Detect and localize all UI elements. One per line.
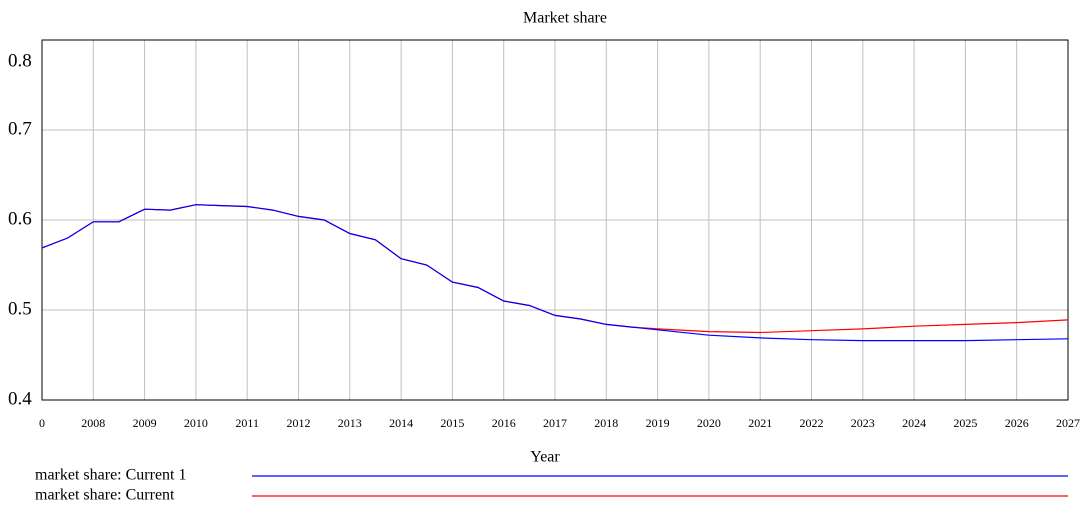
x-tick-label: 2011 — [235, 416, 259, 430]
x-axis-label: Year — [530, 449, 560, 466]
x-tick-label: 2023 — [851, 416, 875, 430]
series-line — [41, 204, 1069, 342]
y-tick-label: 0.5 — [8, 298, 32, 319]
y-tick-label: 0.4 — [8, 388, 32, 409]
x-tick-label: 2017 — [543, 416, 567, 430]
y-tick-label: 0.8 — [8, 50, 32, 71]
x-tick-label: 2016 — [492, 416, 516, 430]
x-tick-label: 2020 — [697, 416, 721, 430]
plot-frame — [41, 39, 1069, 401]
legend-label: market share: Current — [35, 487, 175, 504]
x-tick-label: 2026 — [1005, 416, 1029, 430]
x-tick-label: 2015 — [440, 416, 464, 430]
x-tick-label: 2010 — [184, 416, 208, 430]
x-tick-label: 2025 — [953, 416, 977, 430]
x-tick-label: 2012 — [287, 416, 311, 430]
x-tick-label: 0 — [39, 416, 45, 430]
x-tick-label: 2013 — [338, 416, 362, 430]
legend-label: market share: Current 1 — [35, 467, 187, 484]
x-tick-label: 2008 — [81, 416, 105, 430]
y-tick-label: 0.7 — [8, 118, 32, 139]
x-tick-label: 2019 — [646, 416, 670, 430]
x-tick-label: 2014 — [389, 416, 413, 430]
x-tick-label: 2027 — [1056, 416, 1080, 430]
x-tick-label: 2021 — [748, 416, 772, 430]
x-tick-label: 2022 — [800, 416, 824, 430]
y-tick-label: 0.6 — [8, 208, 32, 229]
chart-title: Market share — [523, 10, 607, 27]
x-tick-label: 2009 — [133, 416, 157, 430]
x-tick-label: 2018 — [594, 416, 618, 430]
x-tick-label: 2024 — [902, 416, 926, 430]
